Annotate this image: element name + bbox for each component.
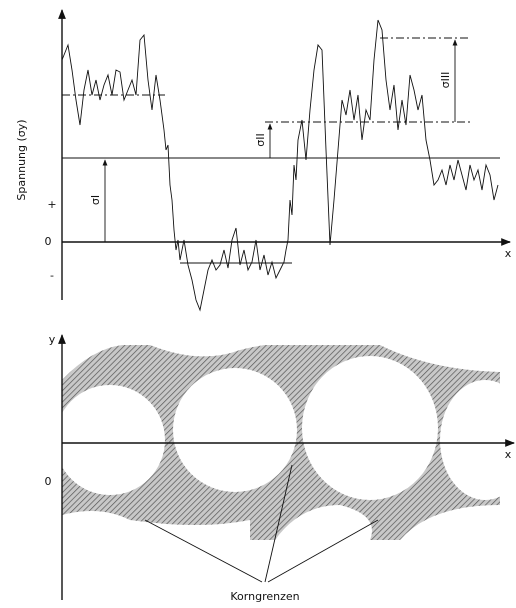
y-axis-label: y bbox=[49, 333, 56, 346]
pointer-line bbox=[267, 519, 379, 583]
sigma-label: σII bbox=[254, 133, 267, 146]
tick-label: - bbox=[50, 269, 54, 282]
tick-label: + bbox=[47, 198, 56, 211]
grain-boundaries bbox=[62, 345, 500, 540]
tick-label: 0 bbox=[45, 475, 52, 488]
x-axis-label: x bbox=[505, 247, 512, 260]
stress-curve bbox=[61, 19, 499, 312]
sigma-label: σI bbox=[89, 195, 102, 205]
x-axis-label: x bbox=[505, 448, 512, 461]
pointer-line bbox=[144, 519, 263, 583]
annotation: Korngrenzen bbox=[230, 590, 299, 603]
pointer-line bbox=[264, 464, 293, 583]
y-axis-label: Spannung (σy) bbox=[15, 119, 28, 200]
tick-label: 0 bbox=[45, 235, 52, 248]
sigma-label: σIII bbox=[439, 72, 452, 89]
stress-plot: Spannung (σy) x + 0 - σI σII σIII bbox=[15, 9, 512, 312]
grain-plot: y x 0 Korngrenzen bbox=[45, 333, 515, 603]
